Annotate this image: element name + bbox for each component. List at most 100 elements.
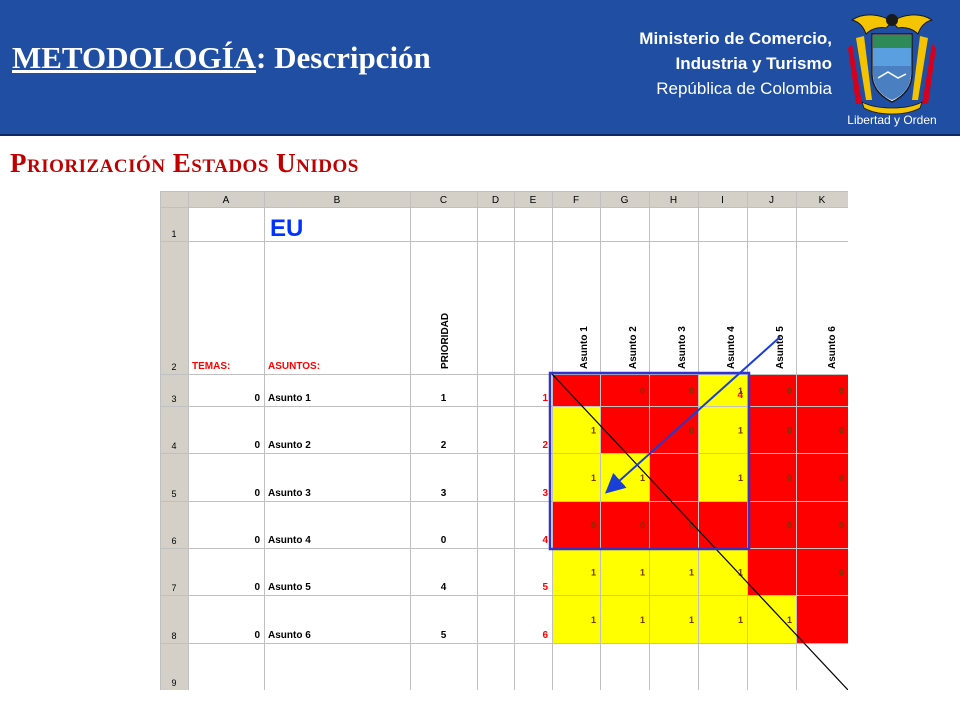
matrix-value-cell: 1: [640, 568, 645, 578]
matrix-cell-fill: [796, 374, 848, 406]
header-asuntos: ASUNTOS:: [268, 361, 320, 372]
prioridad-cell: 2: [441, 440, 447, 451]
matrix-header-label: Asunto 2: [628, 326, 639, 369]
matrix-cell-fill: [552, 548, 600, 595]
matrix-value-cell: 1: [591, 615, 596, 625]
ministry-line-2: Industria y Turismo: [675, 54, 833, 73]
slide-title: METODOLOGÍA: Descripción: [12, 40, 431, 76]
spreadsheet-view: A B C D E F G H I J K 1 2 3 4 5 6 7 8 9 EU TEMAS: ASUNTOS: PRIO…: [160, 191, 848, 690]
matrix-header-label: Asunto 1: [579, 326, 590, 369]
matrix-value-cell: 1: [787, 615, 792, 625]
row-header-bar: [160, 191, 188, 690]
row-index-cell: 2: [542, 440, 548, 451]
tema-cell: 0: [254, 488, 260, 499]
matrix-cell-fill: [796, 501, 848, 548]
matrix-value-cell: 1: [738, 426, 743, 436]
crest-motto: Libertad y Orden: [847, 113, 936, 127]
matrix-header-label: Asunto 5: [775, 326, 786, 369]
matrix-cell-fill: [649, 595, 698, 643]
matrix-value-cell: 0: [640, 386, 645, 396]
matrix-cell-fill: [552, 453, 600, 501]
matrix-value-cell: 0: [839, 386, 844, 396]
row-number: 3: [171, 394, 176, 404]
matrix-cell-fill: [747, 406, 796, 453]
row-number: 6: [171, 536, 176, 546]
prioridad-cell: 3: [441, 488, 447, 499]
tema-cell: 0: [254, 440, 260, 451]
matrix-cell-fill: [698, 453, 747, 501]
spreadsheet-grid: A B C D E F G H I J K 1 2 3 4 5 6 7 8 9 EU TEMAS: ASUNTOS: PRIO…: [160, 191, 848, 690]
matrix-value-cell: 0: [839, 426, 844, 436]
matrix-cell-fill: [552, 374, 600, 406]
matrix-value-cell: 1: [738, 568, 743, 578]
matrix-value-cell: 0: [787, 386, 792, 396]
row-number: 7: [171, 583, 176, 593]
matrix-value-cell: 1: [640, 473, 645, 483]
matrix-value-cell: 0: [787, 521, 792, 531]
row-number: 1: [171, 229, 176, 239]
column-letter: C: [440, 195, 447, 206]
header-prioridad: PRIORIDAD: [440, 313, 451, 369]
matrix-value-cell: 0: [689, 426, 694, 436]
asunto-cell: Asunto 1: [268, 393, 311, 404]
ministry-line-3: República de Colombia: [656, 79, 832, 98]
column-letter: E: [530, 195, 537, 206]
section-subtitle: Priorización Estados Unidos: [10, 148, 359, 178]
column-header-bar: [160, 191, 848, 207]
tema-cell: 0: [254, 582, 260, 593]
matrix-value-cell: 1: [738, 386, 743, 396]
matrix-value-cell: 1: [591, 473, 596, 483]
matrix-cell-fill: [747, 595, 796, 643]
row-index-cell: 6: [542, 630, 548, 641]
row-number: 9: [171, 678, 176, 688]
asunto-cell: Asunto 4: [268, 535, 311, 546]
matrix-cell-fill: [698, 374, 747, 406]
prioridad-cell: 1: [441, 393, 447, 404]
matrix-cell-fill: [796, 406, 848, 453]
ministry-line-1: Ministerio de Comercio,: [639, 29, 832, 48]
row-number: 2: [171, 362, 176, 372]
slide-header: METODOLOGÍA: Descripción Ministerio de C…: [0, 0, 960, 136]
matrix-value-cell: 0: [689, 521, 694, 531]
matrix-diagonal: [551, 373, 848, 690]
matrix-value-cell: 1: [591, 426, 596, 436]
matrix-cell-fill: [600, 374, 649, 406]
matrix-value-cell: 1: [591, 568, 596, 578]
matrix-cell-fill: [747, 374, 796, 406]
asunto-cell: Asunto 5: [268, 582, 311, 593]
matrix-cell-fill: [552, 406, 600, 453]
matrix-cell-fill: [698, 595, 747, 643]
matrix-cell-fill: [600, 501, 649, 548]
row-number: 5: [171, 489, 176, 499]
asunto-cell: Asunto 2: [268, 440, 311, 451]
matrix-index-cell: 3: [688, 390, 694, 401]
column-letter: I: [721, 195, 724, 206]
matrix-cell-fill: [600, 406, 649, 453]
matrix-value-cell: 1: [738, 473, 743, 483]
matrix-cell-fill: [747, 501, 796, 548]
asunto-cell: Asunto 3: [268, 488, 311, 499]
matrix-value-cell: 0: [787, 426, 792, 436]
matrix-header-label: Asunto 6: [827, 326, 838, 369]
row-index-cell: 5: [542, 582, 548, 593]
ministry-block: Ministerio de Comercio, Industria y Turi…: [639, 26, 832, 101]
title-suffix: : Descripción: [256, 40, 431, 75]
matrix-cell-fill: [649, 406, 698, 453]
tema-cell: 0: [254, 630, 260, 641]
prioridad-cell: 5: [441, 630, 447, 641]
column-letter: K: [819, 195, 826, 206]
column-letter: H: [670, 195, 677, 206]
row-index-cell: 3: [542, 488, 548, 499]
column-letter: G: [621, 195, 629, 206]
column-letter: A: [223, 195, 230, 206]
prioridad-cell: 4: [441, 582, 447, 593]
header-temas: TEMAS:: [192, 361, 230, 372]
title-prefix: METODOLOGÍA: [12, 40, 257, 75]
column-letter: J: [769, 195, 774, 206]
matrix-cell-fill: [796, 453, 848, 501]
matrix-value-cell: 1: [689, 568, 694, 578]
annotation-arrow: [605, 336, 781, 494]
matrix-cell-fill: [649, 453, 698, 501]
colombia-crest-icon: Libertad y Orden: [847, 14, 937, 127]
row-index-cell: 4: [542, 535, 548, 546]
